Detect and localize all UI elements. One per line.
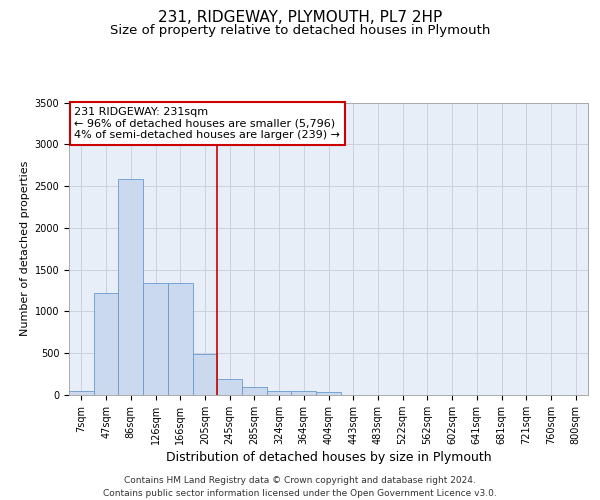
Bar bbox=[168, 283, 193, 395]
Y-axis label: Number of detached properties: Number of detached properties bbox=[20, 161, 31, 336]
Text: Contains HM Land Registry data © Crown copyright and database right 2024.
Contai: Contains HM Land Registry data © Crown c… bbox=[103, 476, 497, 498]
Text: 231 RIDGEWAY: 231sqm
← 96% of detached houses are smaller (5,796)
4% of semi-det: 231 RIDGEWAY: 231sqm ← 96% of detached h… bbox=[74, 107, 340, 140]
Bar bbox=[118, 180, 143, 395]
Bar bbox=[292, 391, 316, 395]
Text: 231, RIDGEWAY, PLYMOUTH, PL7 2HP: 231, RIDGEWAY, PLYMOUTH, PL7 2HP bbox=[158, 10, 442, 25]
Bar bbox=[69, 391, 94, 395]
Text: Size of property relative to detached houses in Plymouth: Size of property relative to detached ho… bbox=[110, 24, 490, 37]
Bar bbox=[267, 391, 292, 395]
X-axis label: Distribution of detached houses by size in Plymouth: Distribution of detached houses by size … bbox=[166, 451, 491, 464]
Bar bbox=[143, 283, 168, 395]
Bar bbox=[193, 354, 217, 395]
Bar bbox=[316, 392, 341, 395]
Bar bbox=[217, 378, 242, 395]
Bar bbox=[94, 293, 118, 395]
Bar bbox=[242, 386, 267, 395]
